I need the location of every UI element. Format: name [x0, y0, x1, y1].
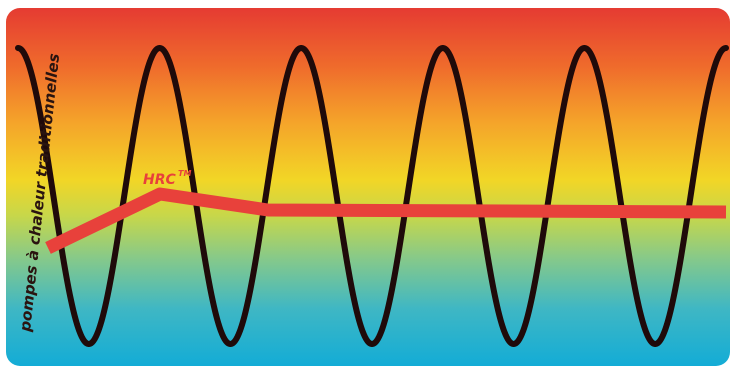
- traditional-label: pompes à chaleur traditionnelles: [16, 53, 63, 334]
- hrc-label-text: HRC: [143, 172, 176, 188]
- hrc-label: HRC: [143, 172, 176, 188]
- traditional-oscillation-curve: [18, 48, 726, 344]
- hrc-trademark: TM: [178, 169, 191, 178]
